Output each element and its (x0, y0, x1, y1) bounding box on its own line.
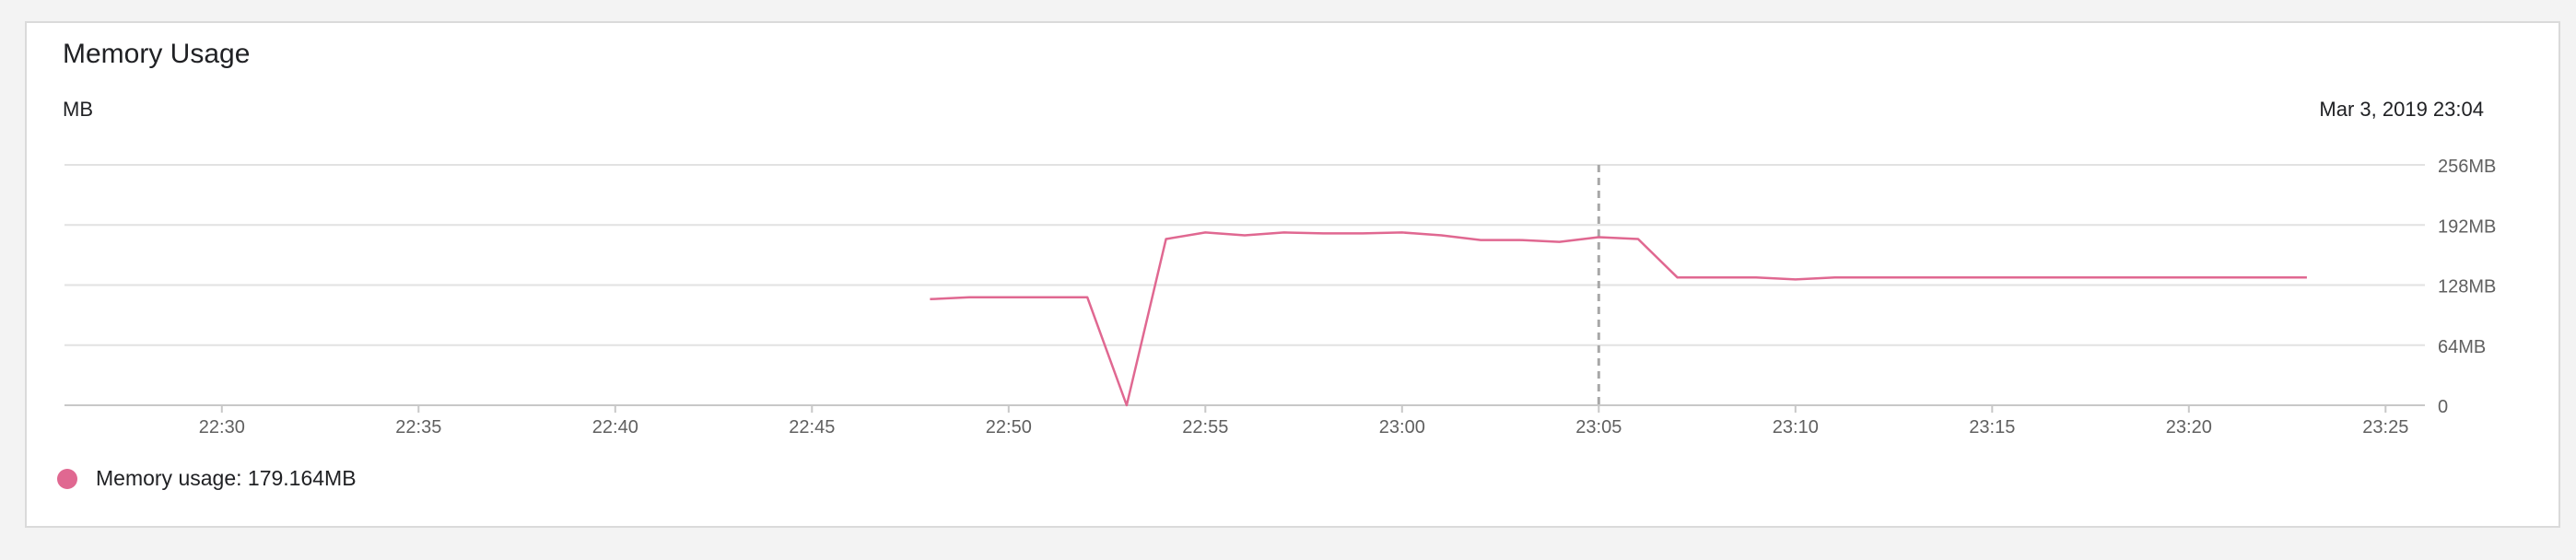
y-tick-label: 0 (2438, 397, 2448, 417)
x-tick-label: 22:40 (592, 417, 638, 438)
x-tick-label: 22:45 (789, 417, 835, 438)
y-tick-label: 256MB (2438, 157, 2496, 177)
hover-timestamp: Mar 3, 2019 23:04 (2319, 98, 2484, 121)
x-tick-label: 22:30 (199, 417, 245, 438)
y-tick-label: 128MB (2438, 277, 2496, 298)
unit-label: MB (63, 98, 93, 121)
x-tick-label: 22:50 (986, 417, 1032, 438)
series-line-memory-usage (930, 231, 2307, 407)
x-tick-label: 23:00 (1379, 417, 1425, 438)
legend-swatch (57, 468, 77, 489)
x-tick-label: 22:35 (395, 417, 441, 438)
y-tick-label: 192MB (2438, 216, 2496, 237)
x-tick-label: 22:55 (1182, 417, 1228, 438)
x-tick-label: 23:20 (2166, 417, 2212, 438)
memory-usage-card (25, 21, 2560, 528)
x-tick-label: 23:10 (1773, 417, 1819, 438)
chart-legend: Memory usage: 179.164MB (57, 466, 357, 491)
x-tick-label: 23:15 (1969, 417, 2015, 438)
x-tick-label: 23:25 (2362, 417, 2408, 438)
legend-label: Memory usage: 179.164MB (96, 466, 357, 490)
x-tick-label: 23:05 (1575, 417, 1622, 438)
chart-title: Memory Usage (63, 39, 251, 69)
y-tick-label: 64MB (2438, 337, 2486, 357)
